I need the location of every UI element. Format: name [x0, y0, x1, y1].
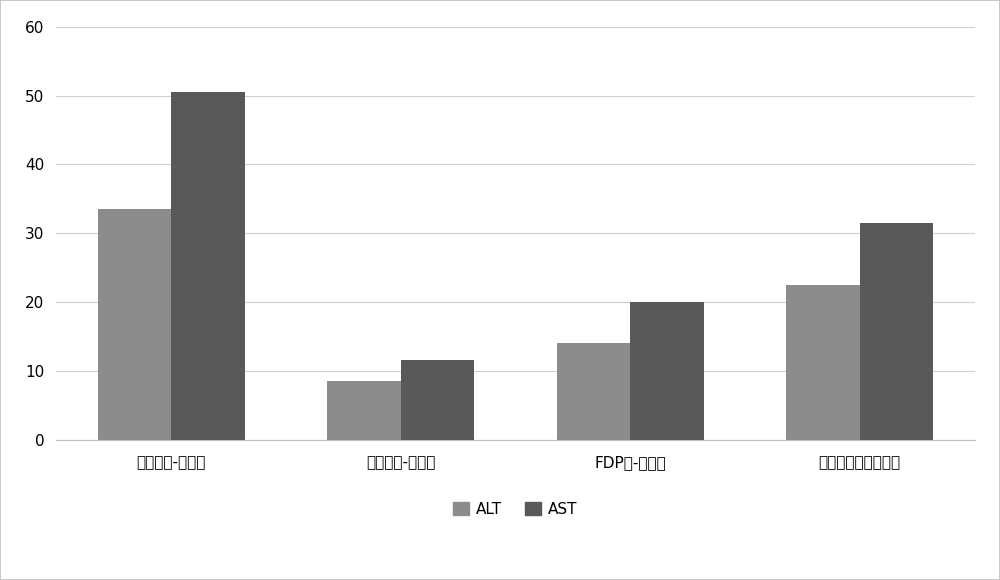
Bar [860, 223, 933, 440]
Bar [630, 302, 704, 440]
Bar [171, 92, 245, 440]
Bar [98, 209, 171, 440]
Bar [327, 381, 401, 440]
Bar [786, 285, 860, 440]
Bar [401, 360, 474, 440]
Bar [557, 343, 630, 440]
Legend: ALT, AST: ALT, AST [447, 495, 584, 523]
